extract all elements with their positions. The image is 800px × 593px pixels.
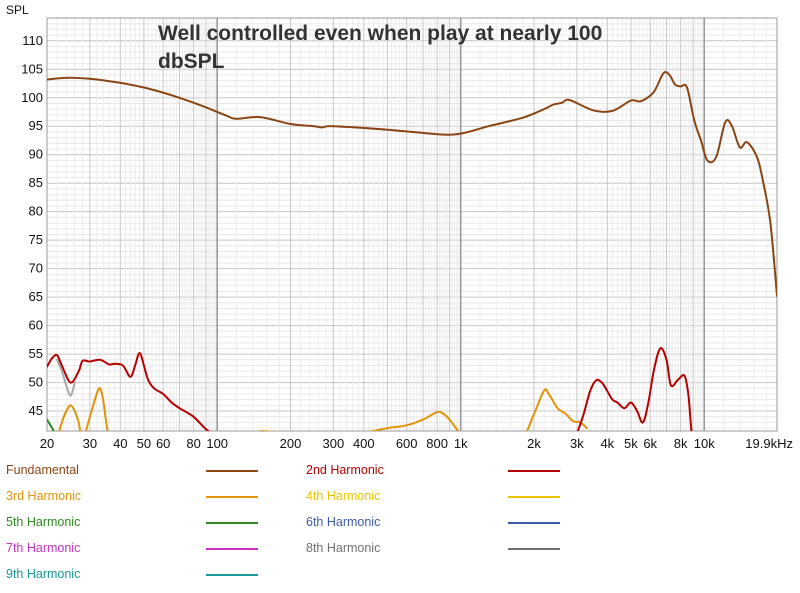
x-tick-label: 100 [206,436,228,451]
legend-label-4th-harmonic: 4th Harmonic [306,489,381,503]
legend-swatch-3rd-harmonic [206,496,258,498]
y-tick-label: 85 [29,175,43,190]
legend-label-6th-harmonic: 6th Harmonic [306,515,381,529]
legend: Fundamental 2nd Harmonic 3rd Harmonic 4th H… [0,456,800,593]
legend-swatch-8th-harmonic [508,548,560,550]
x-tick-label: 2k [527,436,541,451]
chart-title-line-2: dbSPL [158,50,225,73]
x-tick-label: 8k [674,436,688,451]
legend-swatch-6th-harmonic [508,522,560,524]
legend-swatch-fundamental [206,470,258,472]
y-tick-label: 50 [29,375,43,390]
x-tick-label: 30 [83,436,97,451]
y-tick-label: 95 [29,118,43,133]
legend-label-8th-harmonic: 8th Harmonic [306,541,381,555]
legend-swatch-7th-harmonic [206,548,258,550]
series-line [259,388,588,431]
y-tick-label: 75 [29,232,43,247]
series-line [47,352,210,431]
y-tick-label: 65 [29,289,43,304]
legend-label-fundamental: Fundamental [6,463,79,477]
x-tick-label: 5k [624,436,638,451]
y-tick-label: 60 [29,318,43,333]
series-line [56,358,76,397]
series-line [47,418,55,431]
legend-label-5th-harmonic: 5th Harmonic [6,515,81,529]
y-tick-label: 70 [29,261,43,276]
y-axis-ticks: 45 50 55 60 65 70 75 80 85 90 95 100 105 110 [21,33,43,418]
series-layer [47,71,777,431]
y-tick-label: 105 [21,61,43,76]
legend-swatch-4th-harmonic [508,496,560,498]
series-fundamental [47,71,777,297]
x-tick-label: 19.9kHz [745,436,793,451]
legend-label-9th-harmonic: 9th Harmonic [6,567,81,581]
legend-label-2nd-harmonic: 2nd Harmonic [306,463,384,477]
x-tick-label: 10k [694,436,715,451]
x-tick-label: 800 [426,436,448,451]
y-tick-label: 45 [29,403,43,418]
x-tick-label: 1k [454,436,468,451]
x-tick-label: 300 [323,436,345,451]
legend-swatch-2nd-harmonic [508,470,560,472]
series-3rd-harmonic [58,387,588,431]
harmonic-distortion-chart: 45 50 55 60 65 70 75 80 85 90 95 100 105 110 20 30 40 50… [6,3,793,451]
legend-label-3rd-harmonic: 3rd Harmonic [6,489,82,503]
x-tick-label: 200 [280,436,302,451]
x-tick-label: 3k [570,436,584,451]
y-tick-label: 100 [21,90,43,105]
y-tick-label: 80 [29,204,43,219]
x-axis-ticks: 20 30 40 50 60 80 100 200 300 400 600 800 1k 2k 3k 4k 5k… [40,436,793,451]
y-tick-label: 110 [22,33,43,48]
chart-title-line-1: Well controlled even when play at nearly… [158,22,602,45]
grid-lines [46,17,778,432]
series-line [58,387,109,431]
x-tick-label: 600 [396,436,418,451]
x-tick-label: 6k [643,436,657,451]
x-tick-label: 4k [600,436,614,451]
y-tick-label: 55 [29,346,43,361]
x-tick-label: 60 [156,436,170,451]
x-tick-label: 80 [186,436,200,451]
x-tick-label: 20 [40,436,54,451]
x-tick-label: 50 [137,436,151,451]
legend-swatch-9th-harmonic [206,574,258,576]
y-tick-label: 90 [29,147,43,162]
series-8th-harmonic [56,358,76,397]
x-tick-label: 40 [113,436,127,451]
series-2nd-harmonic [47,347,693,431]
legend-label-7th-harmonic: 7th Harmonic [6,541,81,555]
series-5th-harmonic [47,418,55,431]
series-line [47,71,777,297]
y-axis-label: SPL [6,3,29,17]
legend-swatch-5th-harmonic [206,522,258,524]
x-tick-label: 400 [353,436,375,451]
series-line [576,347,693,431]
plot-frame [46,17,778,432]
